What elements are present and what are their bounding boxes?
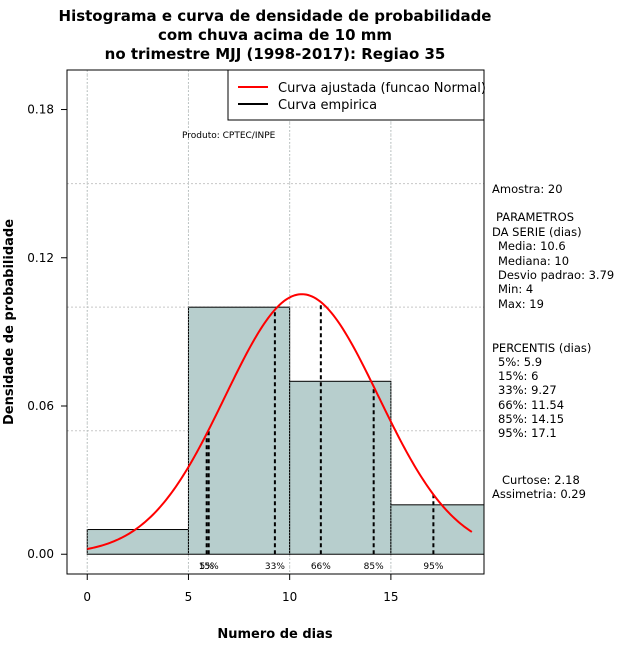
histogram-bars [86, 70, 485, 574]
x-axis-title: Numero de dias [217, 627, 333, 642]
chart-title-line-3: no trimestre MJJ (1998-2017): Regiao 35 [105, 45, 446, 63]
sample-size: Amostra: 20 [492, 182, 563, 196]
y-tick-label-0.12: 0.12 [27, 251, 54, 265]
side-panel: Amostra: 20 PARAMETROS DA SERIE (dias) M… [492, 182, 614, 501]
params-title-1: PARAMETROS [496, 210, 574, 224]
histogram-bar-2 [289, 380, 392, 555]
percentile-85: 85%: 14.15 [498, 412, 564, 426]
percentile-label-3: 66% [311, 562, 331, 572]
normal-curve-path [87, 293, 473, 551]
percentile-66: 66%: 11.54 [498, 398, 564, 412]
percentile-label-1: 15% [199, 562, 219, 572]
y-tick-label-0.00: 0.00 [27, 547, 54, 561]
percentile-15: 15%: 6 [498, 369, 538, 383]
chart-title-line-1: Histograma e curva de densidade de proba… [59, 7, 492, 25]
histogram-bar-1 [187, 306, 291, 555]
legend: Curva ajustada (funcao Normal) Curva emp… [227, 69, 486, 121]
y-tick-label-0.06: 0.06 [27, 399, 54, 413]
percentile-5: 5%: 5.9 [498, 355, 542, 369]
legend-box [227, 69, 485, 121]
kurtosis: Curtose: 2.18 [502, 473, 580, 487]
y-axis-title: Densidade de probabilidade [2, 219, 17, 425]
x-tick-label-5: 5 [185, 590, 193, 604]
y-tick-label-0.18: 0.18 [27, 103, 54, 117]
skewness: Assimetria: 0.29 [492, 487, 586, 501]
param-median: Mediana: 10 [498, 254, 569, 268]
percentile-label-0: 5% [200, 562, 215, 572]
percentile-label-4: 85% [364, 562, 384, 572]
param-sd: Desvio padrao: 3.79 [498, 268, 614, 282]
x-tick-label-15: 15 [383, 590, 398, 604]
param-max: Max: 19 [498, 297, 544, 311]
percentile-label-2: 33% [265, 562, 285, 572]
params-title-2: DA SERIE (dias) [492, 225, 582, 239]
percentiles-title: PERCENTIS (dias) [492, 341, 591, 355]
percentile-label-5: 95% [423, 562, 443, 572]
legend-label-normal: Curva ajustada (funcao Normal) [278, 81, 486, 96]
normal-curve [87, 293, 473, 551]
product-annotation: Produto: CPTEC/INPE [182, 131, 276, 141]
x-tick-label-10: 10 [282, 590, 297, 604]
param-min: Min: 4 [498, 282, 533, 296]
legend-label-empirical: Curva empirica [278, 98, 377, 113]
percentile-33: 33%: 9.27 [498, 383, 557, 397]
percentile-lines: 5%15% 33% 66% 85% 95% [199, 302, 444, 572]
percentile-95: 95%: 17.1 [498, 426, 557, 440]
chart-title-line-2: com chuva acima de 10 mm [158, 26, 392, 44]
param-mean: Media: 10.6 [498, 239, 566, 253]
axis-ticks: 0 5 10 15 0.00 0.06 0.12 0.18 [27, 103, 398, 604]
histogram-bar-0 [86, 529, 189, 555]
x-tick-label-0: 0 [83, 590, 91, 604]
